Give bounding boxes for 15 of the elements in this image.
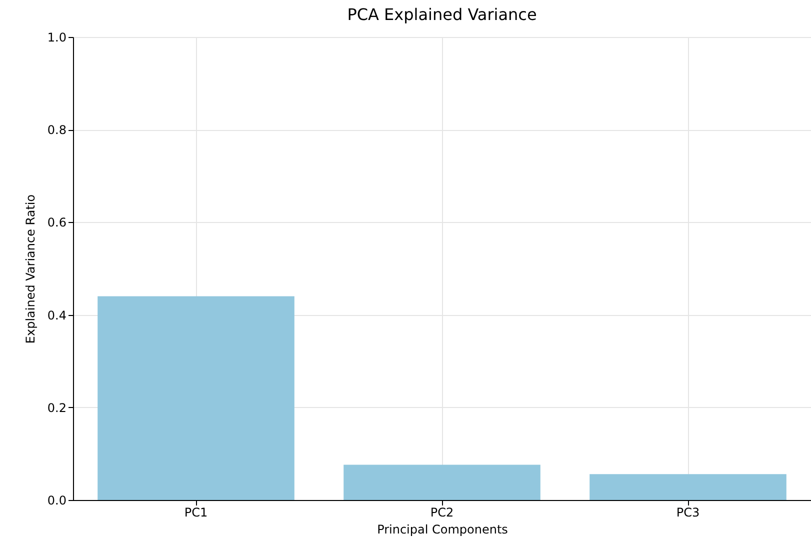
x-axis-title: Principal Components — [377, 522, 508, 536]
chart-title: PCA Explained Variance — [347, 5, 537, 24]
y-tick-label: 0.2 — [47, 400, 66, 415]
bar — [590, 474, 786, 500]
y-tick-label: 1.0 — [47, 30, 66, 44]
bar — [344, 464, 540, 500]
y-tick-label: 0.8 — [47, 123, 66, 138]
x-tick-label: PC1 — [184, 506, 208, 520]
y-tick-label: 0.4 — [47, 308, 66, 322]
x-tick-label: PC2 — [430, 506, 454, 520]
y-tick-label: 0.0 — [47, 494, 66, 508]
bar — [98, 296, 294, 500]
x-tick-label: PC3 — [676, 506, 700, 520]
y-tick-label: 0.6 — [47, 216, 66, 230]
y-axis-title: Explained Variance Ratio — [23, 194, 38, 344]
